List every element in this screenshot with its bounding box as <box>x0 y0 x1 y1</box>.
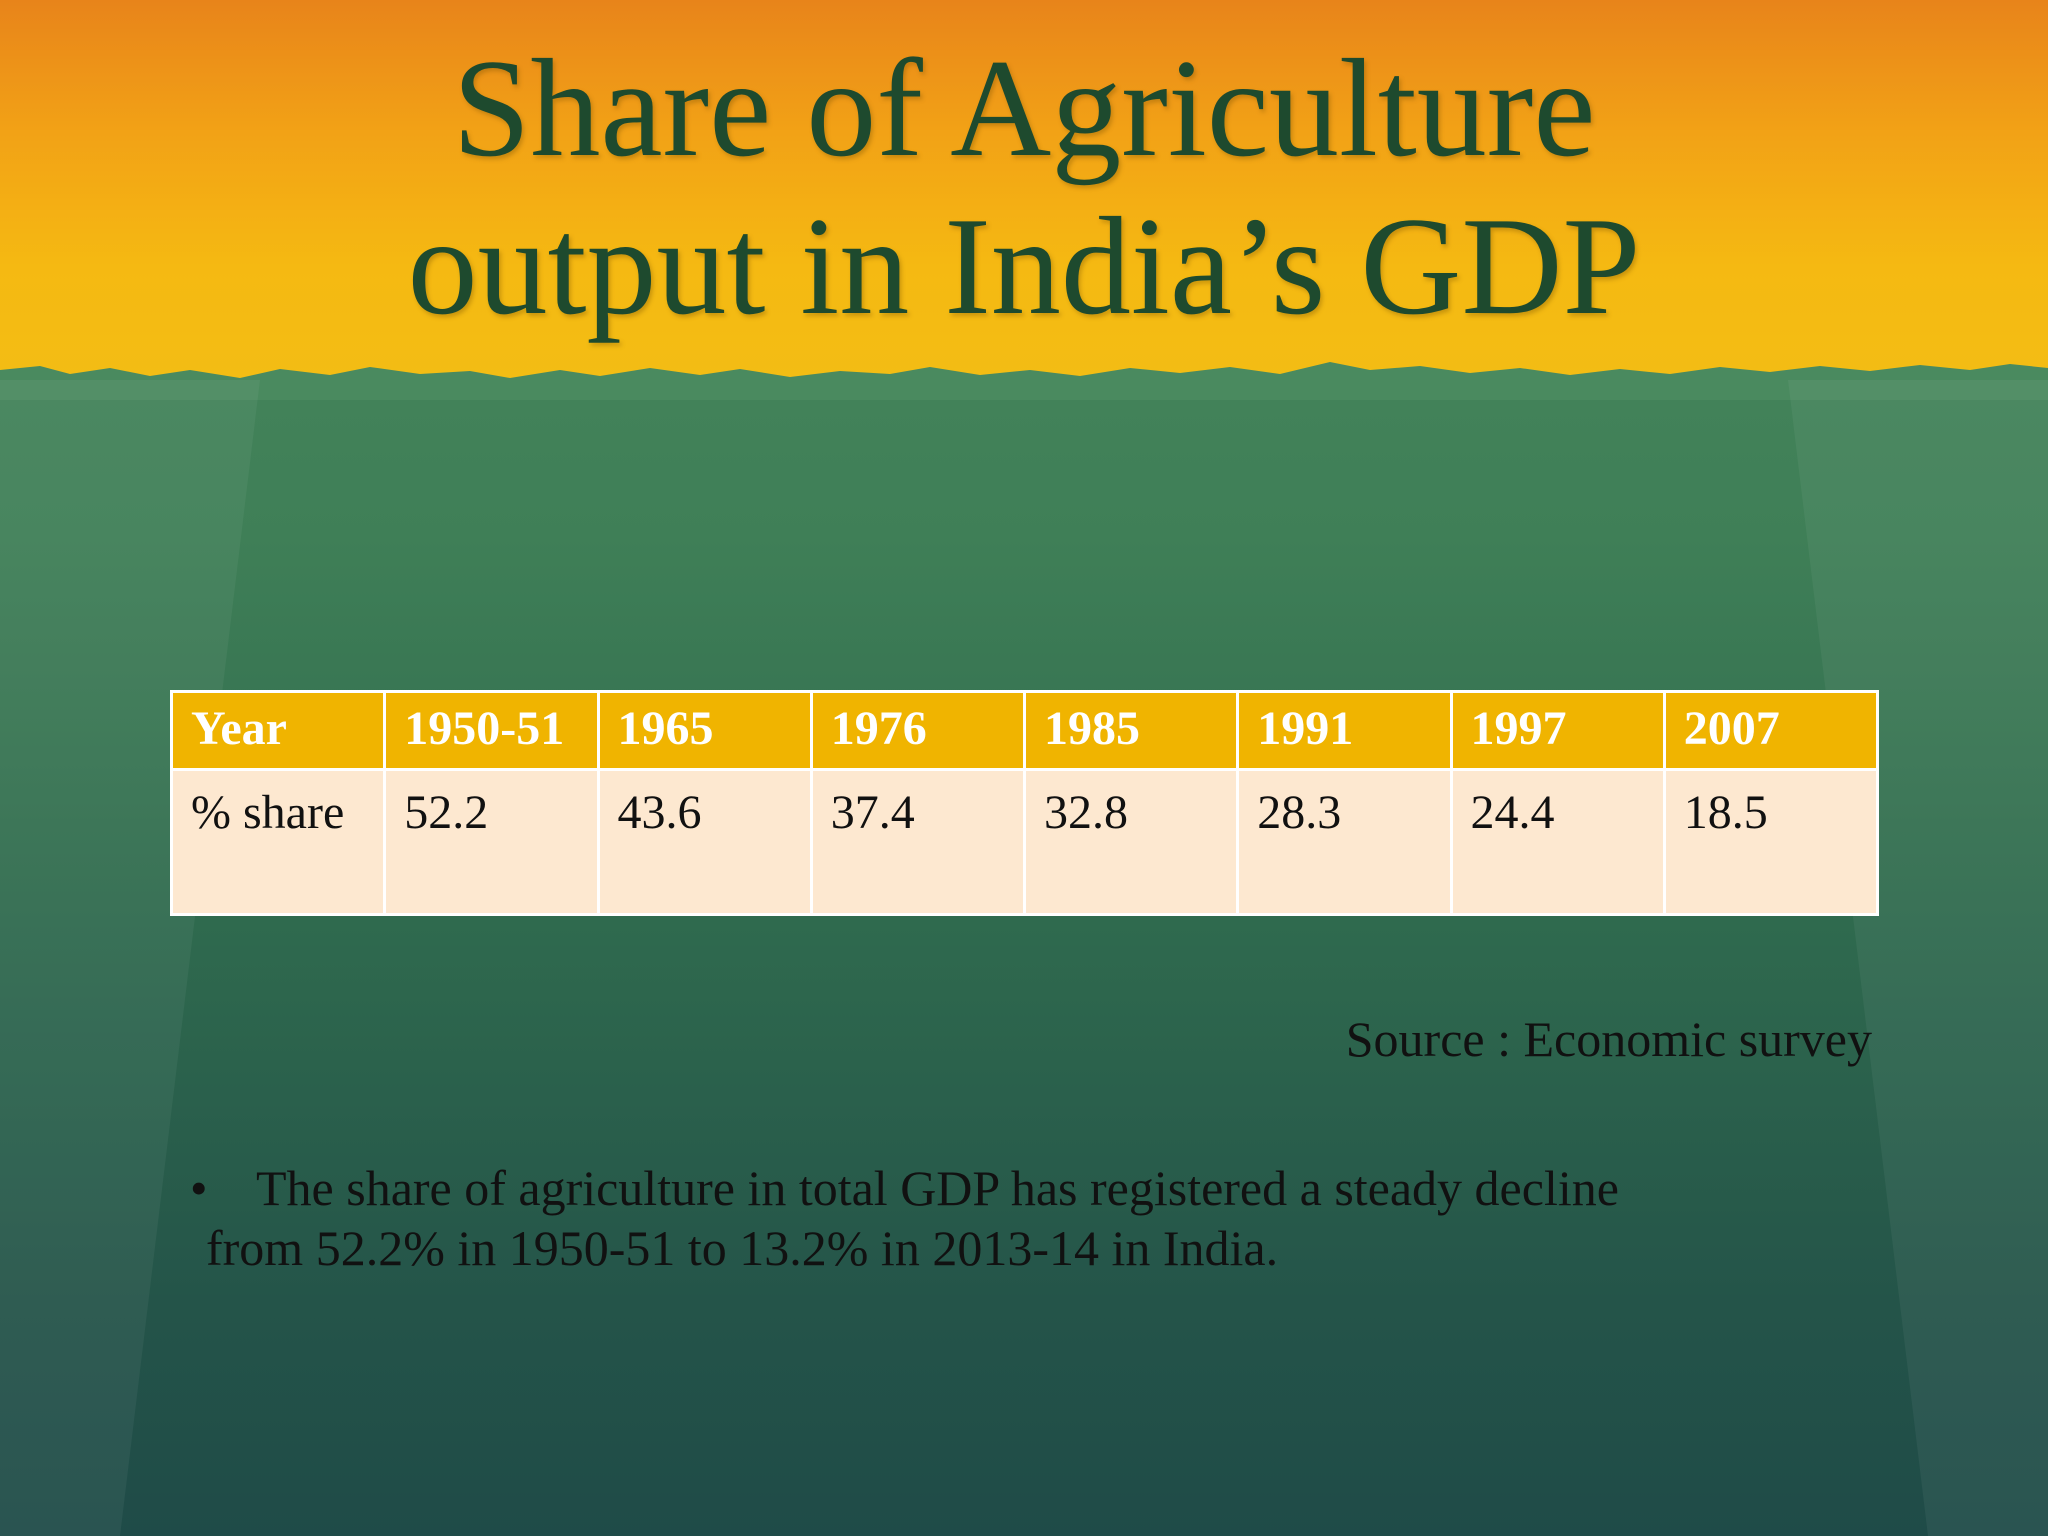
source-citation: Source : Economic survey <box>1345 1011 1872 1067</box>
bullet-text-line-1: The share of agriculture in total GDP ha… <box>256 1160 1619 1216</box>
table-header-row: Year 1950-51 1965 1976 1985 1991 1997 20… <box>169 690 1880 771</box>
table-row: % share 52.2 43.6 37.4 32.8 28.3 24.4 18… <box>169 768 1880 916</box>
bullet-marker: • <box>190 1160 208 1216</box>
table-cell: 37.4 <box>809 768 1027 916</box>
table-cell: 43.6 <box>596 768 813 916</box>
table-cell: 28.3 <box>1236 768 1453 916</box>
table-header-cell: Year <box>169 690 387 771</box>
agriculture-share-table: Year 1950-51 1965 1976 1985 1991 1997 20… <box>169 690 1880 916</box>
bullet-text-line-2: from 52.2% in 1950-51 to 13.2% in 2013-1… <box>206 1220 1279 1276</box>
title-line-1: Share of Agriculture <box>452 31 1596 186</box>
table-header-cell: 2007 <box>1662 690 1880 771</box>
table-header-cell: 1991 <box>1236 690 1453 771</box>
table-cell: 18.5 <box>1662 768 1880 916</box>
table-header-cell: 1976 <box>809 690 1027 771</box>
table-cell: 32.8 <box>1022 768 1240 916</box>
torn-edge-divider <box>0 362 2048 400</box>
table-header-cell: 1997 <box>1449 690 1666 771</box>
table-header-cell: 1950-51 <box>383 690 600 771</box>
slide-title: Share of Agriculture output in India’s G… <box>0 30 2048 346</box>
table-header-cell: 1965 <box>596 690 813 771</box>
light-rays-decoration <box>0 380 2048 1536</box>
table-header-cell: 1985 <box>1022 690 1240 771</box>
bullet-point: • The share of agriculture in total GDP h… <box>190 1158 1890 1278</box>
header-band <box>0 0 2048 380</box>
table-cell: 24.4 <box>1449 768 1666 916</box>
table-cell: 52.2 <box>383 768 600 916</box>
title-line-2: output in India’s GDP <box>407 189 1641 344</box>
table-cell-label: % share <box>169 768 387 916</box>
